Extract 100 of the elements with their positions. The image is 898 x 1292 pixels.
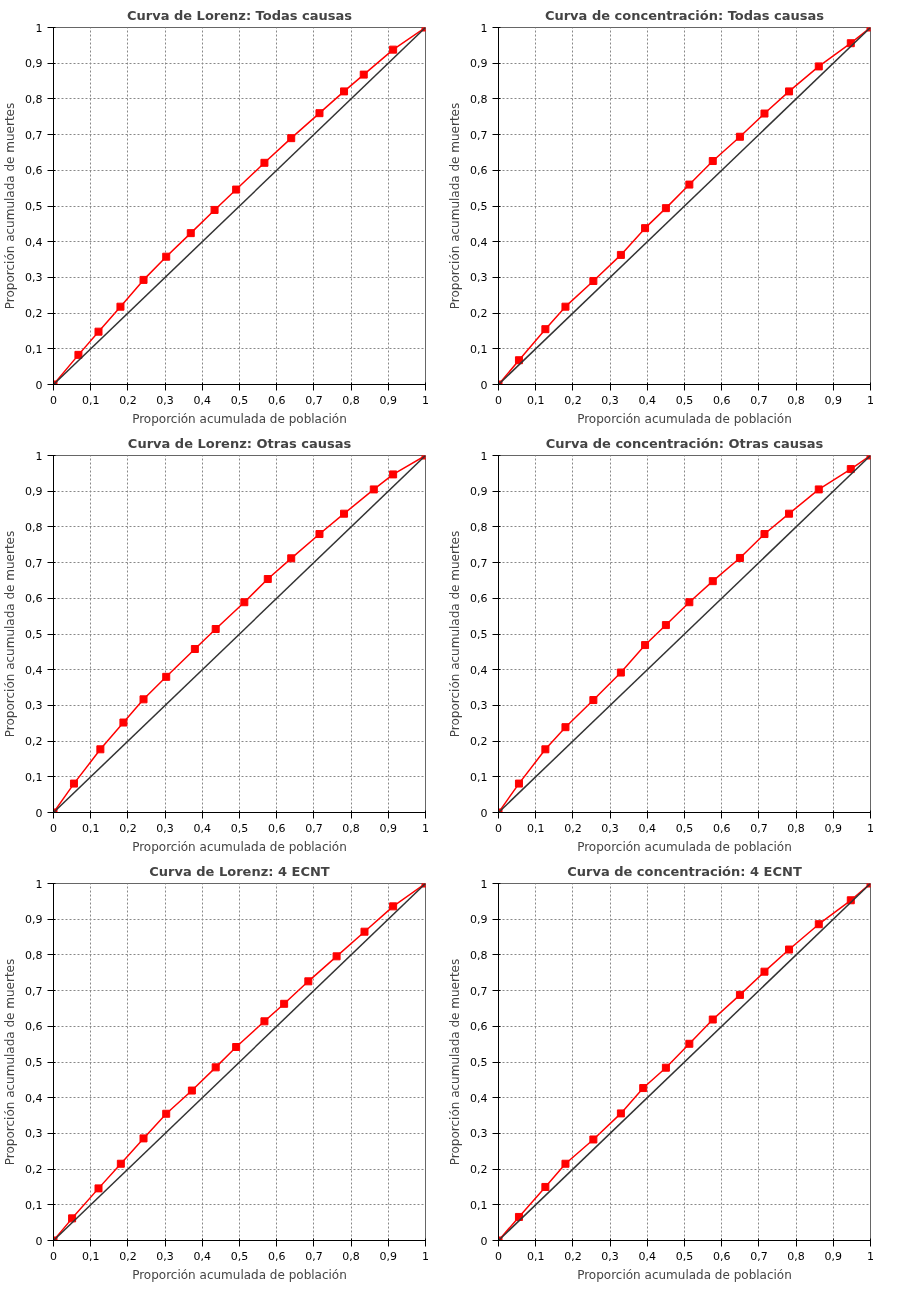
y-tick-label: 0,4 [470, 235, 488, 249]
x-tick-label: 0,5 [230, 821, 249, 835]
y-tick-label: 0 [480, 378, 488, 392]
x-tick-label: 0,1 [526, 821, 545, 835]
x-tick-label: 0,5 [230, 1249, 249, 1263]
x-tick-label: 1 [867, 393, 874, 407]
y-tick-label: 0,1 [25, 342, 43, 356]
y-tick-label: 0 [35, 1234, 43, 1248]
chart-title: Curva de Lorenz: Todas causas [126, 7, 353, 23]
x-tick-label: 0,5 [230, 393, 249, 407]
y-tick-label: 0,4 [470, 663, 488, 677]
x-tick-label: 0,5 [675, 1249, 694, 1263]
x-tick-label: 0,6 [712, 821, 731, 835]
x-tick-label: 0 [50, 393, 57, 407]
x-tick-label: 0 [50, 821, 57, 835]
y-tick-label: 0,8 [470, 948, 488, 962]
y-tick-label: 1 [35, 449, 43, 463]
x-tick-label: 0 [495, 393, 502, 407]
x-tick-label: 0,7 [750, 1249, 768, 1263]
x-tick-label: 0,6 [267, 821, 286, 835]
x-tick-label: 0,1 [81, 1249, 100, 1263]
y-axis-title: Proporción acumulada de muertes [448, 530, 463, 738]
y-tick-label: 0,4 [470, 1091, 488, 1105]
x-tick-label: 0,7 [305, 1249, 323, 1263]
x-tick-label: 1 [867, 821, 874, 835]
x-axis-title: Proporción acumulada de población [577, 1267, 792, 1282]
y-tick-label: 0,6 [470, 592, 488, 606]
y-tick-label: 0,3 [470, 1127, 488, 1141]
x-tick-label: 0 [50, 1249, 57, 1263]
y-tick-label: 0,5 [25, 628, 43, 641]
y-tick-label: 0 [480, 806, 488, 820]
x-axis-title: Proporción acumulada de población [132, 839, 347, 854]
chart-title: Curva de concentración: 4 ECNT [567, 863, 802, 879]
x-tick-label: 0 [495, 1249, 502, 1263]
x-tick-label: 0,2 [564, 393, 582, 407]
y-axis-title: Proporción acumulada de muertes [3, 102, 18, 310]
x-tick-label: 0,8 [342, 393, 360, 407]
y-tick-label: 0,4 [25, 663, 43, 677]
y-axis-title: Proporción acumulada de muertes [448, 958, 463, 1166]
y-tick-label: 0,7 [470, 984, 488, 998]
y-tick-label: 0,7 [25, 556, 43, 570]
x-tick-label: 0,3 [156, 1249, 174, 1263]
x-axis-title: Proporción acumulada de población [577, 839, 792, 854]
x-tick-label: 0,1 [526, 393, 545, 407]
x-tick-label: 0,9 [824, 1249, 843, 1263]
x-tick-label: 0,8 [787, 393, 805, 407]
x-tick-label: 0,8 [342, 821, 360, 835]
x-tick-label: 0,7 [305, 393, 323, 407]
x-tick-label: 0,7 [305, 821, 323, 835]
x-tick-label: 0,9 [824, 821, 843, 835]
x-tick-label: 1 [422, 393, 429, 407]
x-tick-label: 0,7 [750, 393, 768, 407]
y-tick-label: 0,9 [25, 57, 43, 71]
x-tick-label: 0,4 [193, 1249, 212, 1263]
y-tick-label: 0,2 [470, 307, 488, 321]
y-tick-label: 0,3 [25, 699, 43, 713]
y-tick-label: 0,5 [470, 628, 488, 641]
y-tick-label: 0,1 [25, 770, 43, 784]
y-tick-label: 0,5 [25, 200, 43, 213]
x-tick-label: 0,4 [638, 1249, 657, 1263]
y-tick-label: 0,1 [25, 1198, 43, 1212]
y-tick-label: 0,3 [25, 271, 43, 285]
y-tick-label: 0,9 [25, 485, 43, 499]
x-tick-label: 0,4 [193, 393, 212, 407]
chart-title: Curva de Lorenz: Otras causas [127, 435, 352, 451]
x-tick-label: 0,2 [119, 821, 137, 835]
y-tick-label: 0,4 [25, 235, 43, 249]
x-tick-label: 0,6 [267, 1249, 286, 1263]
y-tick-label: 0,8 [25, 520, 43, 534]
x-tick-label: 0,5 [675, 393, 694, 407]
y-tick-label: 0 [35, 378, 43, 392]
x-tick-label: 0,9 [379, 821, 398, 835]
y-tick-label: 0,2 [25, 1163, 43, 1177]
x-tick-label: 0,9 [379, 1249, 398, 1263]
x-tick-label: 0,2 [564, 1249, 582, 1263]
y-tick-label: 0 [480, 1234, 488, 1248]
y-tick-label: 0,8 [470, 92, 488, 106]
y-tick-label: 0,7 [25, 128, 43, 142]
chart-title: Curva de Lorenz: 4 ECNT [149, 863, 330, 879]
x-tick-label: 0,1 [526, 1249, 545, 1263]
y-axis-title: Proporción acumulada de muertes [3, 530, 18, 738]
x-tick-label: 0,1 [81, 393, 100, 407]
y-tick-label: 0,3 [25, 1127, 43, 1141]
y-tick-label: 0,5 [470, 200, 488, 213]
y-tick-label: 0,6 [470, 1020, 488, 1034]
x-axis-title: Proporción acumulada de población [132, 411, 347, 426]
y-tick-label: 0,2 [470, 1163, 488, 1177]
y-tick-label: 0,7 [470, 556, 488, 570]
chart-title: Curva de concentración: Todas causas [544, 7, 825, 23]
x-tick-label: 1 [422, 1249, 429, 1263]
x-tick-label: 0,3 [601, 821, 619, 835]
x-tick-label: 0,3 [156, 393, 174, 407]
y-tick-label: 1 [480, 877, 488, 891]
x-tick-label: 1 [422, 821, 429, 835]
y-tick-label: 0,2 [25, 735, 43, 749]
y-tick-label: 0,6 [470, 164, 488, 178]
x-tick-label: 0,2 [119, 393, 137, 407]
y-tick-label: 0 [35, 806, 43, 820]
y-tick-label: 0,9 [470, 57, 488, 71]
y-axis-title: Proporción acumulada de muertes [448, 102, 463, 310]
